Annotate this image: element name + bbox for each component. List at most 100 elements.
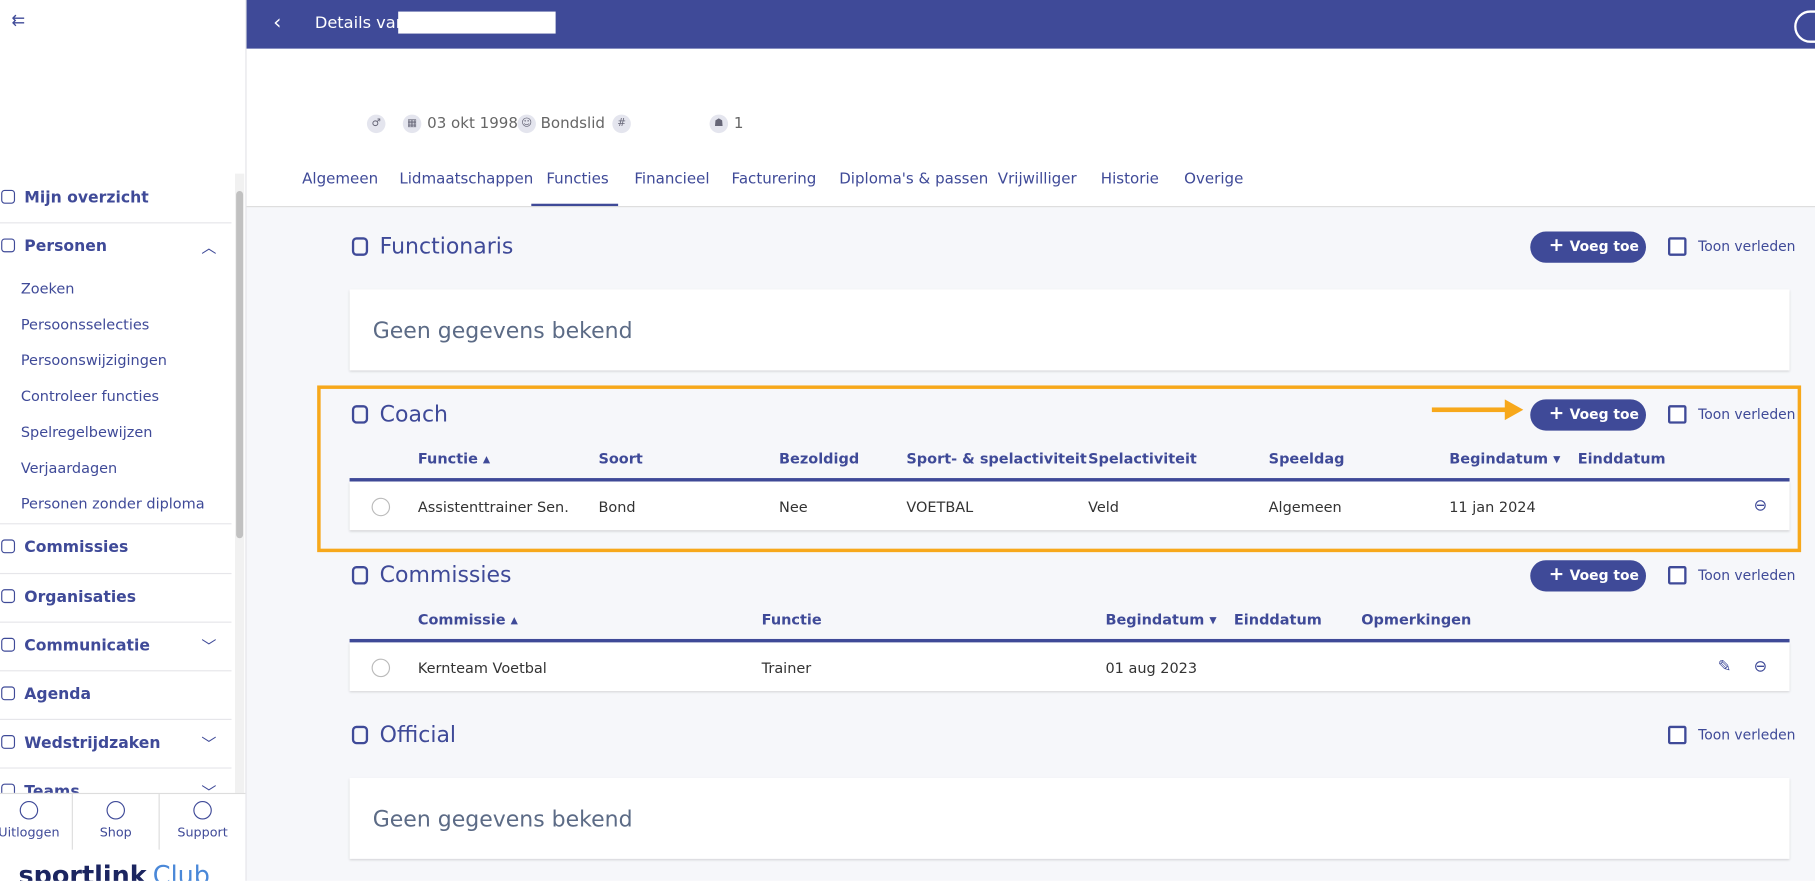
sep (0, 523, 232, 525)
scroll-thumb (236, 190, 244, 539)
column-header: Functie ▴ (417, 449, 491, 468)
header-line (349, 638, 1790, 643)
section-icon (351, 725, 369, 745)
tab[interactable]: Diploma's & passen (839, 170, 989, 189)
row-avatar (371, 497, 391, 517)
nav-item[interactable]: Personen (24, 237, 107, 256)
cell: Trainer (761, 659, 812, 677)
section-title: Coach (379, 401, 449, 428)
sidebar-border (245, 0, 247, 881)
nav-subitem[interactable]: Zoeken (20, 279, 75, 297)
plus: + (1548, 401, 1565, 424)
sep (0, 572, 232, 575)
row-action[interactable]: ⊖ (1753, 657, 1768, 676)
nav-icon (1, 189, 16, 204)
shirt-count: 1 (733, 115, 744, 133)
cell: Assistenttrainer Sen. (417, 498, 569, 516)
sep (0, 222, 232, 224)
nav-subitem[interactable]: Persoonswijzigingen (20, 351, 167, 369)
cell: Kernteam Voetbal (417, 659, 547, 677)
row-avatar (371, 658, 391, 678)
nav-subitem[interactable]: Persoonsselecties (20, 315, 150, 333)
checkbox-label: Toon verleden (1698, 567, 1796, 584)
checkbox-label: Toon verleden (1698, 238, 1796, 255)
arrow-head (1504, 399, 1524, 421)
add-button[interactable] (1530, 399, 1647, 431)
section-title: Official (379, 722, 457, 748)
menu-icon[interactable]: ⇇ (11, 11, 26, 31)
cell: Veld (1088, 498, 1119, 516)
nav-item[interactable]: Agenda (24, 685, 92, 704)
cell: Bond (598, 498, 636, 516)
empty-text: Geen gegevens bekend (372, 318, 633, 344)
footer-icon (19, 801, 39, 820)
column-header: Soort (598, 449, 643, 468)
nav-subitem[interactable]: Spelregelbewijzen (20, 423, 153, 441)
footer-item[interactable]: Uitloggen (0, 824, 60, 840)
footer-item[interactable]: Shop (99, 824, 132, 840)
plus: + (1548, 562, 1565, 585)
chevron: ︿ (201, 239, 217, 257)
add-label: Voeg toe (1569, 238, 1639, 255)
nav-item[interactable]: Organisaties (24, 588, 137, 607)
footer-sep (71, 794, 73, 850)
footer-icon (193, 801, 212, 820)
checkbox[interactable] (1668, 405, 1687, 424)
sep (0, 718, 232, 720)
tab[interactable]: Vrijwilliger (997, 170, 1077, 189)
tab[interactable]: Functies (546, 170, 609, 189)
cell: Nee (779, 498, 808, 516)
nav-subitem[interactable]: Controleer functies (20, 387, 160, 405)
cell: 11 jan 2024 (1449, 498, 1536, 516)
row-edit[interactable]: ✎ (1717, 657, 1732, 676)
sep (0, 670, 232, 672)
top-right-btn[interactable] (1794, 10, 1815, 43)
column-header: Opmerkingen (1361, 610, 1472, 628)
profile-icon: # (612, 114, 631, 134)
tab[interactable]: Facturering (731, 170, 817, 189)
checkbox[interactable] (1668, 237, 1687, 256)
checkbox[interactable] (1668, 725, 1687, 745)
footer-sep (158, 794, 160, 850)
row-card (349, 481, 1790, 531)
profile-icon: ♂ (366, 114, 386, 134)
row-card (349, 642, 1790, 692)
empty-card (349, 289, 1790, 371)
column-header: Einddatum (1577, 449, 1666, 468)
empty-text: Geen gegevens bekend (372, 806, 633, 833)
tab[interactable]: Algemeen (302, 170, 379, 189)
tab[interactable]: Lidmaatschappen (399, 170, 534, 189)
nav-icon (1, 539, 16, 554)
column-header: Sport- & spelactiviteit (906, 449, 1087, 468)
tab[interactable]: Historie (1100, 170, 1159, 189)
tab[interactable]: Overige (1184, 170, 1244, 189)
chevron: ﹀ (201, 736, 217, 754)
nav-item[interactable]: Commissies (24, 538, 129, 557)
sep (0, 767, 232, 769)
tab[interactable]: Financieel (634, 170, 710, 189)
nav-subitem[interactable]: Personen zonder diploma (20, 494, 205, 513)
add-button[interactable] (1530, 231, 1647, 263)
section-title: Commissies (379, 562, 512, 589)
section-icon (351, 405, 369, 424)
nav-subitem[interactable]: Verjaardagen (20, 458, 118, 477)
nav-item[interactable]: Mijn overzicht (24, 188, 149, 208)
cell: 01 aug 2023 (1105, 659, 1198, 677)
sep (0, 621, 232, 623)
tab-active (531, 203, 619, 207)
profile-icon: ▦ (402, 114, 422, 134)
add-button[interactable] (1530, 560, 1647, 592)
column-header: Bezoldigd (779, 449, 860, 468)
checkbox-label: Toon verleden (1698, 726, 1796, 744)
footer-item[interactable]: Support (177, 824, 228, 840)
checkbox[interactable] (1668, 566, 1687, 585)
chevron: ﹀ (201, 638, 217, 657)
brand: sportlink (18, 861, 147, 881)
birthdate: 03 okt 1998 (427, 115, 518, 133)
row-action[interactable]: ⊖ (1753, 496, 1768, 516)
nav-item[interactable]: Wedstrijdzaken (24, 733, 161, 753)
nav-item[interactable]: Communicatie (24, 636, 150, 656)
nav-icon (1, 686, 16, 701)
empty-card (349, 777, 1790, 859)
redacted (398, 11, 556, 34)
